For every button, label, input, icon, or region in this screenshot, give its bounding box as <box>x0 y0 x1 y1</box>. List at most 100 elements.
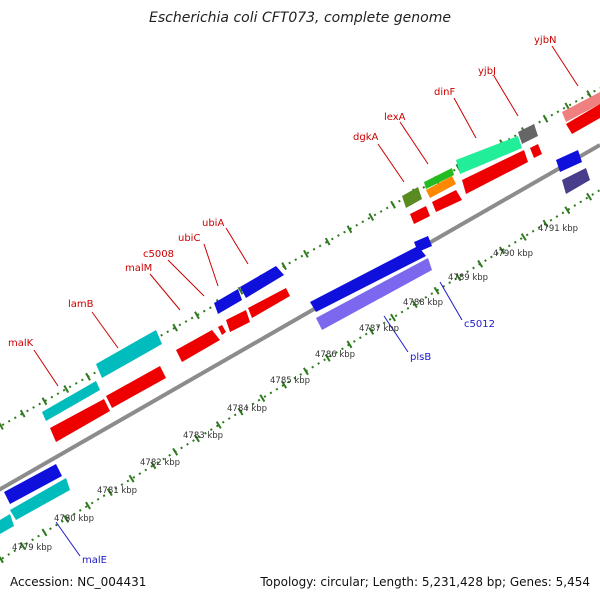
gene-arrow-yjbJ[interactable] <box>518 124 538 144</box>
gene-label-dgkA: dgkA <box>353 132 378 143</box>
accession-text: Accession: NC_004431 <box>10 575 147 589</box>
lower-genes <box>310 150 590 330</box>
gene-arrow-red-11[interactable] <box>566 104 600 134</box>
inner-tick <box>499 246 505 255</box>
gene-label-lexA: lexA <box>384 112 406 123</box>
gene-arrow-red-5[interactable] <box>226 310 250 332</box>
inner-tick <box>237 407 244 416</box>
gene-arrow-red-7[interactable] <box>410 206 430 224</box>
outer-tick <box>237 286 244 295</box>
gene-arrow-malK[interactable] <box>42 381 100 421</box>
gene-arrow-dgkA[interactable] <box>402 187 422 208</box>
inner-tick <box>85 501 91 510</box>
gene-arrow-left-blue[interactable] <box>4 464 62 504</box>
gene-arrow-ubiC[interactable] <box>214 289 242 314</box>
outer-tick <box>41 397 48 406</box>
inner-tick <box>368 327 375 335</box>
gene-label-lamB: lamB <box>68 299 94 310</box>
gene-arrow-yjbN[interactable] <box>562 92 600 122</box>
inner-tick <box>477 259 484 268</box>
outer-tick <box>194 311 200 320</box>
inner-tick <box>433 286 440 295</box>
gene-label-malM: malM <box>125 263 152 274</box>
inner-tick <box>281 380 288 389</box>
inner-tick <box>150 461 157 470</box>
inner-tick <box>128 474 135 483</box>
inner-ticks <box>0 192 593 564</box>
label-leaders <box>33 45 579 557</box>
gene-arrow-lexA-green[interactable] <box>424 168 454 189</box>
gene-arrow-plsB[interactable] <box>310 246 426 312</box>
inner-tick <box>194 434 200 443</box>
gene-label-ubiC: ubiC <box>178 233 200 244</box>
outer-tick <box>324 237 331 246</box>
outer-tick <box>19 409 26 418</box>
inner-tick <box>41 528 48 537</box>
outer-tick <box>172 323 179 332</box>
kbp-label: 4787 kbp <box>359 324 399 334</box>
genome-backbone <box>0 143 600 492</box>
gene-arrow-red-8[interactable] <box>432 190 462 212</box>
gene-label-dinF: dinF <box>434 87 455 98</box>
gene-arrow-lamB[interactable] <box>96 330 162 378</box>
inner-tick <box>172 447 179 456</box>
gene-arrow-ubiA[interactable] <box>240 266 284 298</box>
inner-tick <box>106 488 113 497</box>
inner-tick <box>19 541 26 550</box>
gene-arrow-red-2[interactable] <box>106 366 166 408</box>
kbp-label: 4781 kbp <box>97 486 137 496</box>
outer-tick <box>281 262 287 271</box>
kbp-labels: 4779 kbp 4780 kbp 4781 kbp 4782 kbp 4783… <box>12 224 578 553</box>
gene-arrow-red-4[interactable] <box>218 325 226 335</box>
inner-tick <box>215 421 222 429</box>
inner-tick <box>390 313 396 322</box>
gene-label-yjbJ: yjbJ <box>478 66 496 77</box>
outer-tick <box>85 372 91 381</box>
gene-arrow-red-10[interactable] <box>530 144 542 158</box>
outer-tick <box>346 225 353 234</box>
gene-label-c5008: c5008 <box>143 249 174 260</box>
inner-tick <box>520 233 527 241</box>
gene-arrow-red-9[interactable] <box>462 150 528 194</box>
forward-genes <box>0 92 600 534</box>
outer-tick <box>0 422 4 430</box>
gene-arrow-red-3[interactable] <box>176 330 220 362</box>
outer-tick <box>586 90 592 99</box>
inner-tick <box>302 367 309 376</box>
outer-tick-guide <box>0 87 600 428</box>
inner-tick <box>259 394 266 403</box>
map-title: Escherichia coli CFT073, complete genome <box>149 10 451 26</box>
kbp-label: 4780 kbp <box>54 514 94 524</box>
gene-arrow-left-cyan[interactable] <box>10 478 70 520</box>
kbp-label: 4788 kbp <box>403 298 443 308</box>
gene-arrow-right-blue[interactable] <box>556 150 582 172</box>
gene-arrow-red-6[interactable] <box>248 288 290 318</box>
inner-tick <box>63 515 70 523</box>
gene-arrow-c5012[interactable] <box>316 258 432 330</box>
gene-label-plsB: plsB <box>410 352 431 363</box>
kbp-label: 4783 kbp <box>183 431 223 441</box>
outer-tick <box>368 213 375 221</box>
outer-tick <box>542 114 549 123</box>
kbp-label: 4790 kbp <box>493 249 533 259</box>
inner-tick <box>324 353 331 362</box>
inner-tick <box>564 206 571 215</box>
kbp-label: 4789 kbp <box>448 273 488 283</box>
gene-label-malE: malE <box>82 555 107 566</box>
kbp-label: 4782 kbp <box>140 458 180 468</box>
gene-arrow-edge-cyan[interactable] <box>0 514 14 534</box>
gene-label-malK: malK <box>8 338 34 349</box>
inner-tick <box>346 340 353 349</box>
gene-label-c5012: c5012 <box>464 319 495 330</box>
gene-arrow-right-slate[interactable] <box>562 168 590 194</box>
kbp-label: 4785 kbp <box>270 376 310 386</box>
outer-tick <box>303 249 309 258</box>
gene-arrow-lexA-orange[interactable] <box>426 176 456 198</box>
inner-tick <box>542 219 549 228</box>
gene-arrow-dinF[interactable] <box>456 136 522 174</box>
gene-arrow-red-1[interactable] <box>50 399 110 442</box>
gene-arrow-plsB-tip[interactable] <box>414 236 432 252</box>
outer-tick <box>63 385 70 393</box>
kbp-label: 4791 kbp <box>538 224 578 234</box>
